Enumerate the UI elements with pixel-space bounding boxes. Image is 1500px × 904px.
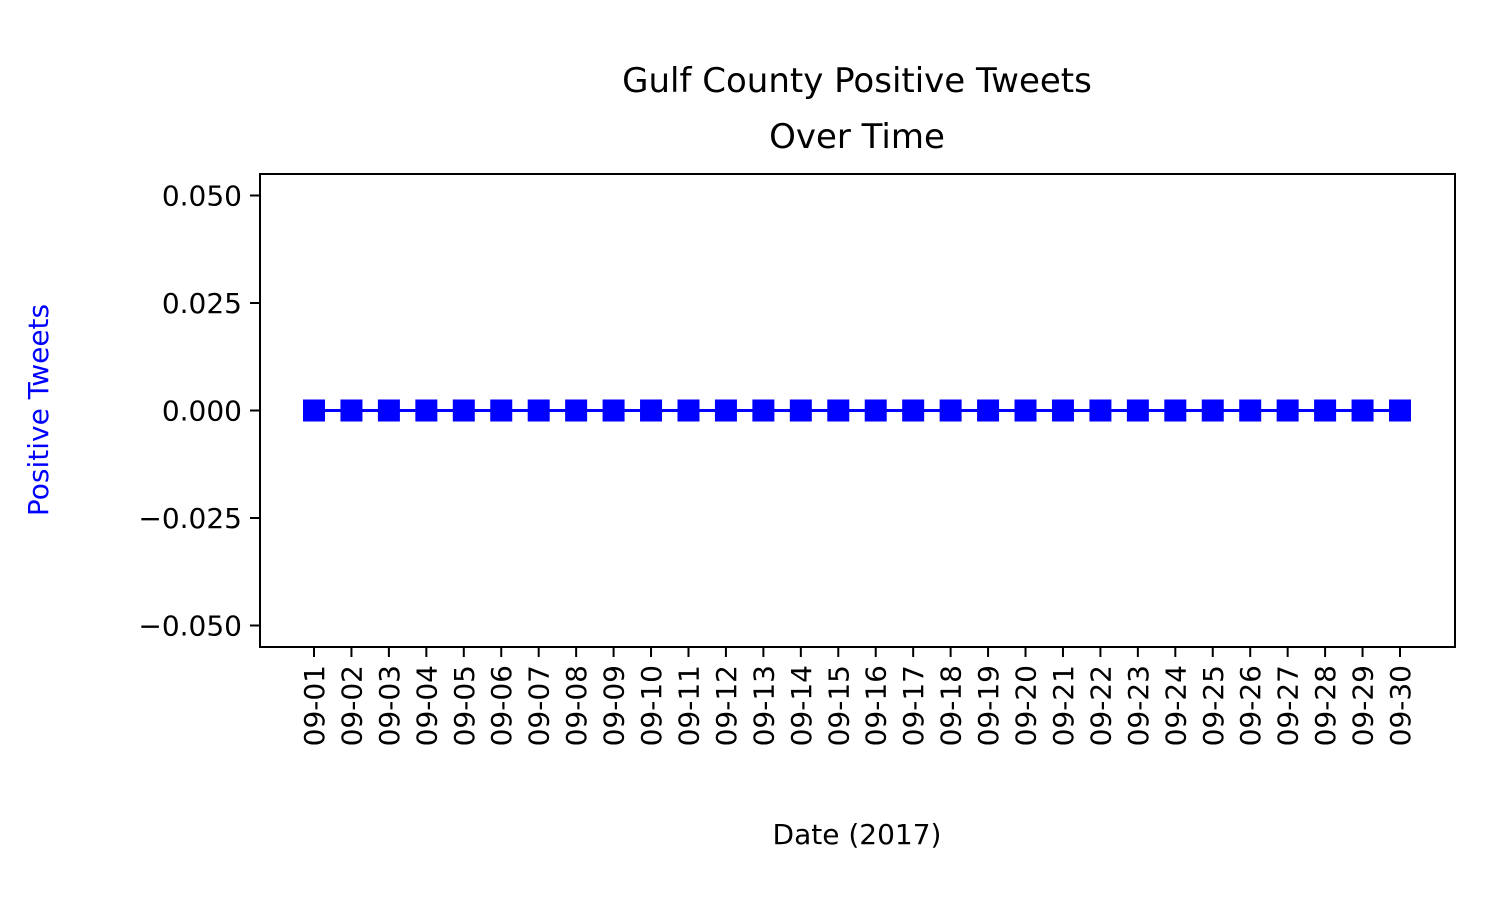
y-tick-label: −0.050 (138, 610, 242, 643)
x-tick-label: 09-06 (485, 665, 518, 746)
data-point-marker (1351, 399, 1374, 422)
data-point-marker (1276, 399, 1299, 422)
data-point-marker (303, 399, 325, 422)
x-tick-label: 09-25 (1197, 665, 1230, 746)
data-point-marker (677, 399, 700, 422)
data-point-marker (864, 399, 887, 422)
x-tick-label: 09-21 (1047, 665, 1080, 746)
x-tick-label: 09-08 (560, 665, 593, 746)
y-tick-label: 0.050 (162, 180, 242, 213)
data-point-marker (1201, 399, 1224, 422)
x-tick-label: 09-05 (448, 665, 481, 746)
x-tick-label: 09-13 (747, 665, 780, 746)
data-point-marker (377, 399, 400, 422)
x-tick-label: 09-30 (1384, 665, 1417, 746)
x-tick-label: 09-12 (710, 665, 743, 746)
x-tick-label: 09-11 (672, 665, 705, 746)
x-tick-label: 09-20 (1010, 665, 1043, 746)
data-point-marker (602, 399, 625, 422)
x-tick-label: 09-19 (972, 665, 1005, 746)
x-tick-label: 09-26 (1234, 665, 1267, 746)
data-point-marker (1051, 399, 1074, 422)
data-point-marker (939, 399, 962, 422)
y-tick-label: 0.000 (162, 395, 242, 428)
y-tick-label: 0.025 (162, 287, 242, 320)
chart-title-line-2: Over Time (769, 117, 945, 157)
x-tick-label: 09-07 (523, 665, 556, 746)
x-tick-label: 09-29 (1347, 665, 1380, 746)
x-tick-label: 09-27 (1272, 665, 1305, 746)
chart-title-line-1: Gulf County Positive Tweets (622, 61, 1092, 101)
data-point-marker (714, 399, 737, 422)
data-point-marker (1014, 399, 1037, 422)
y-axis-label: Positive Tweets (22, 304, 55, 516)
data-point-marker (902, 399, 925, 422)
data-point-marker (1389, 399, 1411, 422)
y-axis: 0.050 0.025 0.000 −0.025 −0.050 (138, 180, 260, 643)
x-tick-label: 09-18 (935, 665, 968, 746)
series-layer (303, 399, 1411, 422)
x-tick-label: 09-17 (897, 665, 930, 746)
x-tick-label: 09-22 (1084, 665, 1117, 746)
data-point-marker (752, 399, 775, 422)
x-axis-label: Date (2017) (773, 818, 942, 851)
data-point-marker (490, 399, 513, 422)
data-point-marker (452, 399, 475, 422)
data-point-marker (789, 399, 812, 422)
x-tick-label: 09-02 (335, 665, 368, 746)
data-point-marker (415, 399, 438, 422)
data-point-marker (827, 399, 850, 422)
data-point-marker (1239, 399, 1262, 422)
x-axis: 09-01 09-02 09-03 09-04 09-05 09-06 09-07 09-08… (298, 647, 1417, 746)
x-tick-label: 09-09 (598, 665, 631, 746)
x-tick-label: 09-04 (410, 665, 443, 746)
x-tick-label: 09-16 (860, 665, 893, 746)
data-point-marker (977, 399, 1000, 422)
data-point-marker (1126, 399, 1149, 422)
x-tick-label: 09-14 (785, 665, 818, 746)
data-point-marker (1164, 399, 1187, 422)
x-tick-label: 09-01 (298, 665, 331, 746)
y-tick-label: −0.025 (138, 502, 242, 535)
data-point-marker (1089, 399, 1112, 422)
data-point-marker (1314, 399, 1337, 422)
data-point-marker (527, 399, 550, 422)
x-tick-label: 09-28 (1309, 665, 1342, 746)
data-point-marker (565, 399, 588, 422)
data-point-marker (340, 399, 363, 422)
x-tick-label: 09-15 (822, 665, 855, 746)
x-tick-label: 09-03 (373, 665, 406, 746)
data-point-marker (640, 399, 663, 422)
x-tick-label: 09-10 (635, 665, 668, 746)
x-tick-label: 09-23 (1122, 665, 1155, 746)
x-tick-label: 09-24 (1159, 665, 1192, 746)
